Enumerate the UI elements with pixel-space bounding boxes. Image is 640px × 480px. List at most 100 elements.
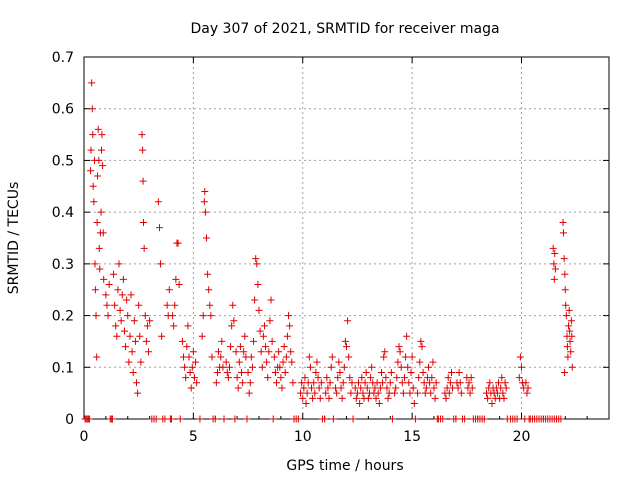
data-point [444,374,452,382]
data-point [110,270,118,278]
data-point [118,291,126,299]
data-point [302,399,310,407]
data-point [176,415,184,423]
data-point [229,301,237,309]
data-point [136,332,144,340]
data-point [560,255,568,263]
data-point [407,368,415,376]
data-point [188,363,196,371]
y-tick-label: 0 [65,412,74,428]
data-point [403,332,411,340]
data-point [192,358,200,366]
data-point [257,348,265,356]
data-point [328,353,336,361]
data-point [93,353,101,361]
data-point [95,156,103,164]
x-axis-title: GPS time / hours [286,458,403,474]
data-point [566,327,574,335]
data-point [405,379,413,387]
data-point [566,337,574,345]
data-point [178,337,186,345]
data-point [312,368,320,376]
data-point [306,363,314,371]
data-point [355,379,363,387]
data-point [495,379,503,387]
data-point [87,167,95,175]
data-point [89,131,97,139]
y-tick-label: 0.6 [52,102,74,118]
data-point [337,384,345,392]
data-point [280,343,288,351]
data-point [338,394,346,402]
data-point [207,312,215,320]
data-point [358,374,366,382]
data-point [564,353,572,361]
data-point [196,415,204,423]
data-point [231,415,239,423]
data-point [139,177,147,185]
data-point [408,353,416,361]
x-tick-label: 20 [513,429,531,445]
data-point [387,368,395,376]
tick-labels: 0 0.1 0.2 0.3 0.4 0.5 0.6 0.7 0 5 10 15 20 [52,50,531,445]
data-point [116,306,124,314]
data-point [361,379,369,387]
data-point [313,358,321,366]
data-point [114,286,122,294]
data-point [90,198,98,206]
data-point [404,363,412,371]
data-point [524,384,532,392]
data-point [386,379,394,387]
data-point [409,384,417,392]
data-point [562,301,570,309]
data-point [341,337,349,345]
data-point [322,389,330,397]
x-tick-label: 15 [403,429,421,445]
data-point [568,332,576,340]
data-point [347,389,355,397]
data-point [446,379,454,387]
data-point [255,306,263,314]
data-point [394,358,402,366]
data-point [439,415,447,423]
data-point [87,146,95,154]
data-point [158,332,166,340]
data-point [339,379,347,387]
data-point [381,348,389,356]
data-point [182,374,190,382]
data-point [325,394,333,402]
data-point [251,296,259,304]
data-point [374,389,382,397]
data-point [171,301,179,309]
data-point [222,358,230,366]
data-point [204,270,212,278]
data-point [117,317,125,325]
data-point [248,363,256,371]
y-tick-label: 0.3 [52,257,74,273]
data-point [187,384,195,392]
data-point [172,275,180,283]
data-point [324,384,332,392]
data-point [301,374,309,382]
data-point [94,172,102,180]
x-tick-label: 10 [294,429,312,445]
data-point [269,415,277,423]
data-point [252,255,260,263]
data-point [233,374,241,382]
data-point [567,317,575,325]
data-point [468,384,476,392]
data-point [549,244,557,252]
data-point [138,131,146,139]
data-point [240,348,248,356]
data-point [181,363,189,371]
data-point [315,384,323,392]
data-point [340,363,348,371]
data-point [91,260,99,268]
data-point [336,368,344,376]
data-point [568,363,576,371]
data-point [133,379,140,387]
axis-ticks [83,56,609,420]
data-point [314,374,322,382]
data-point [452,415,460,423]
data-point [448,368,455,376]
